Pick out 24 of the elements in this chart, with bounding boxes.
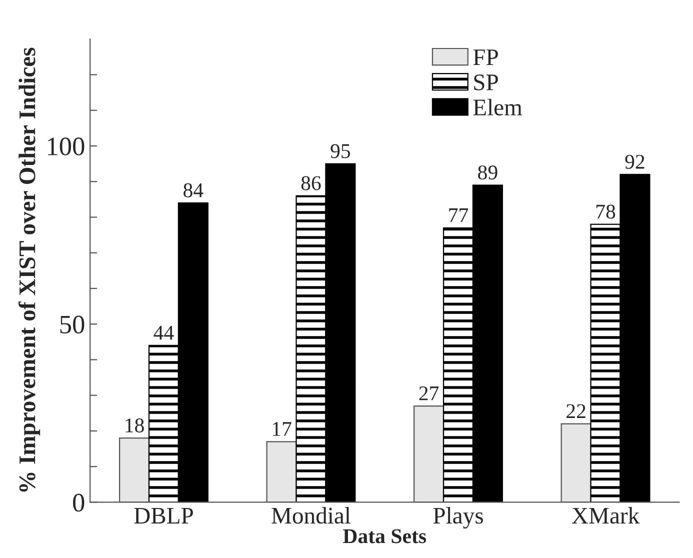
y-tick-label: 100 — [48, 138, 84, 156]
x-tick-label: Mondial — [272, 507, 351, 524]
y-tick-label: 50 — [60, 316, 84, 334]
data-label: 27 — [419, 386, 439, 400]
legend-label: Elem — [473, 98, 522, 116]
y-axis-title: % Improvement of XIST over Other Indices — [18, 48, 40, 492]
legend-label: FP — [473, 50, 498, 66]
x-axis-title: Data Sets — [343, 529, 426, 544]
y-tick-label: 0 — [73, 494, 84, 512]
x-tick-label: DBLP — [134, 508, 193, 524]
data-label: 44 — [154, 326, 174, 340]
legend-label: SP — [474, 74, 498, 90]
data-label: 17 — [272, 422, 292, 436]
data-label: 77 — [449, 208, 468, 222]
data-label: 89 — [478, 165, 498, 180]
x-tick-label: XMark — [572, 507, 640, 524]
data-label: 92 — [625, 154, 644, 169]
x-tick-label: Plays — [433, 507, 483, 529]
data-label: 84 — [184, 183, 204, 198]
data-label: 22 — [566, 404, 586, 418]
data-label: 78 — [596, 204, 616, 219]
data-label: 86 — [301, 176, 321, 190]
data-label: 18 — [126, 418, 144, 432]
data-label: 95 — [330, 144, 350, 158]
